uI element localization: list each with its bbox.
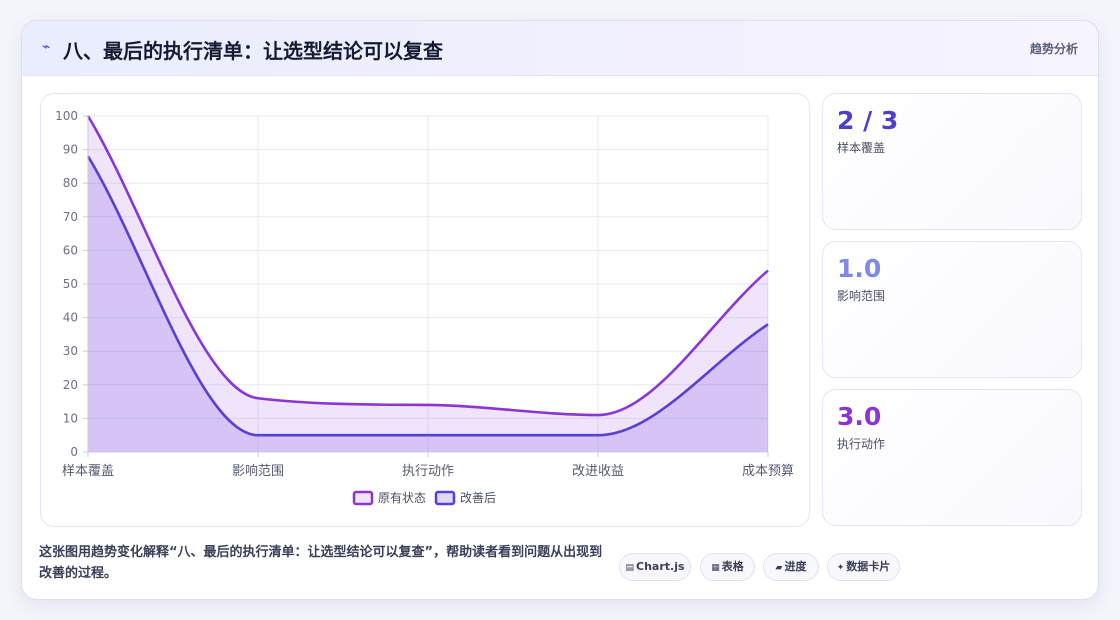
y-tick-label: 60 xyxy=(63,243,78,257)
x-tick-label: 执行动作 xyxy=(402,464,454,479)
y-tick-label: 40 xyxy=(63,311,78,325)
area-fill-original xyxy=(88,116,768,452)
y-tick-label: 90 xyxy=(63,143,78,157)
chip-label: 数据卡片 xyxy=(846,560,891,573)
legend-label: 改善后 xyxy=(460,490,496,505)
y-tick-label: 100 xyxy=(55,109,78,123)
chip-label: 进度 xyxy=(784,560,807,573)
chart-panel: 0 10 20 30 40 50 60 70 80 90 100 样本覆盖 影响范围 执行动作 改进收益 成本… xyxy=(40,93,810,527)
chip-label: Chart.js xyxy=(636,560,685,573)
y-tick-label: 0 xyxy=(70,445,78,459)
table-icon: ▦ xyxy=(711,563,720,573)
stat-label: 样本覆盖 xyxy=(837,141,886,155)
stat-label: 影响范围 xyxy=(837,289,886,303)
y-tick-label: 30 xyxy=(63,344,78,358)
stat-value: 2 / 3 xyxy=(837,106,899,135)
stat-value: 1.0 xyxy=(837,254,882,283)
y-tick-label: 70 xyxy=(63,210,78,224)
stat-card-execution: 3.0 执行动作 xyxy=(822,389,1082,526)
chip-chartjs[interactable]: ▤ Chart.js xyxy=(619,553,691,581)
x-tick-label: 成本预算 xyxy=(742,464,794,479)
x-tick-label: 改进收益 xyxy=(572,464,624,479)
stat-label: 执行动作 xyxy=(837,437,886,451)
area-fill-improved xyxy=(88,156,768,452)
report-card: ⌁ 八、最后的执行清单：让选型结论可以复查 趋势分析 0 10 20 30 40 50 60… xyxy=(21,20,1099,600)
chip-label: 表格 xyxy=(721,560,744,573)
y-tick-label: 50 xyxy=(63,277,78,291)
chart-description: 这张图用趋势变化解释“八、最后的执行清单：让选型结论可以复查”，帮助读者看到问题… xyxy=(39,545,603,581)
y-tick-label: 80 xyxy=(63,176,78,190)
bolt-icon: ⌁ xyxy=(42,39,51,55)
trend-analysis-tag: 趋势分析 xyxy=(1029,42,1078,56)
stat-card-sample-coverage: 2 / 3 样本覆盖 xyxy=(822,93,1082,230)
legend-label: 原有状态 xyxy=(378,491,426,505)
y-tick-label: 10 xyxy=(63,411,78,425)
legend-swatch xyxy=(434,490,456,506)
chip-table[interactable]: ▦ 表格 xyxy=(700,553,755,581)
progress-icon: ▰ xyxy=(775,563,783,573)
series-line-original xyxy=(86,115,769,417)
legend-swatch xyxy=(352,490,374,506)
stat-value: 3.0 xyxy=(837,402,882,431)
sparkle-icon: ✦ xyxy=(836,563,845,573)
x-tick-label: 影响范围 xyxy=(232,463,284,479)
x-tick-label: 样本覆盖 xyxy=(62,464,114,479)
series-line-improved xyxy=(86,155,769,437)
card-title: 八、最后的执行清单：让选型结论可以复查 xyxy=(63,39,443,63)
chip-progress[interactable]: ▰ 进度 xyxy=(763,553,819,581)
card-header: ⌁ 八、最后的执行清单：让选型结论可以复查 趋势分析 xyxy=(22,21,1098,76)
chart-icon: ▤ xyxy=(625,563,634,573)
area-chart: 0 10 20 30 40 50 60 70 80 90 100 样本覆盖 影响范围 执行动作 改进收益 成本… xyxy=(55,109,794,506)
y-tick-label: 20 xyxy=(63,378,78,392)
chip-data-cards[interactable]: ✦ 数据卡片 xyxy=(827,553,900,581)
stat-card-impact-scope: 1.0 影响范围 xyxy=(822,241,1082,378)
